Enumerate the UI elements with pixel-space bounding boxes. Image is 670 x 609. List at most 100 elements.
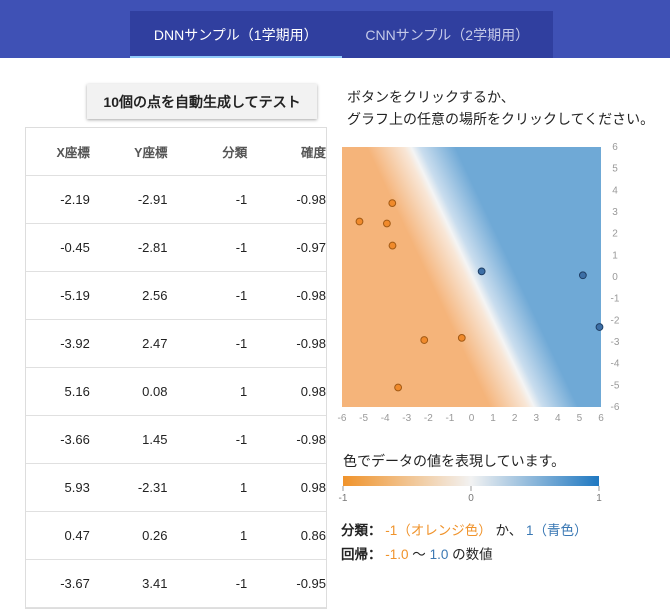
x-tick-label: 4 [555,413,561,424]
regression-label: 回帰： [341,547,382,562]
x-tick-label: 6 [598,413,604,424]
table-row: -3.66 1.45 -1 -0.98 [26,415,326,464]
plot-background[interactable] [342,147,601,407]
x-tick-label: 3 [533,413,539,424]
header-confidence: 確度 [247,128,326,176]
data-point-negative [388,199,397,208]
cell-class: -1 [167,415,248,464]
regression-min-text: -1.0 [385,547,409,562]
cell-class: -1 [167,319,248,368]
cell-class: -1 [167,223,248,272]
tab-cnn-sample[interactable]: CNNサンプル（2学期用） [365,26,530,43]
x-tick-label: 1 [490,413,496,424]
class-negative-text: -1（オレンジ色） [385,523,492,538]
x-tick-label: -6 [338,413,347,424]
cell-x: -3.67 [26,559,90,608]
cell-y: 0.08 [89,367,168,416]
y-tick-label: 0 [612,272,618,283]
cell-y: 1.45 [89,415,168,464]
tab-bar: DNNサンプル（1学期用） CNNサンプル（2学期用） [130,11,553,58]
cell-x: -2.19 [26,175,90,224]
x-tick-label: 0 [469,413,475,424]
cell-x: -3.66 [26,415,90,464]
regression-max-text: 1.0 [429,547,449,562]
table-row: 5.16 0.08 1 0.98 [26,367,326,416]
header-class: 分類 [167,128,248,176]
data-point-negative [457,333,466,342]
instruction-line-1: ボタンをクリックするか、 [347,89,515,105]
color-scale-bar: -1 0 1 [339,476,602,504]
table-row: -0.45 -2.81 -1 -0.97 [26,223,326,272]
legend-text: 色でデータの値を表現しています。 [343,453,566,469]
y-tick-label: -4 [611,359,620,370]
y-tick-label: -5 [611,380,620,391]
y-tick-label: 1 [612,250,618,261]
cell-confidence: 0.98 [247,367,326,416]
y-tick-label: 4 [612,185,618,196]
cell-class: -1 [167,559,248,608]
cell-confidence: -0.95 [247,559,326,608]
x-tick-label: -5 [359,413,368,424]
data-point-negative [382,219,391,228]
cell-confidence: 0.86 [247,511,326,560]
table-row: 0.47 0.26 1 0.86 [26,511,326,560]
cell-y: -2.81 [89,223,168,272]
y-tick-label: -6 [611,402,620,413]
cell-class: -1 [167,271,248,320]
colorbar-label: 1 [596,493,602,504]
header-y: Y座標 [89,128,168,176]
classification-plot[interactable]: -6 -5 -4 -3 -2 -1 0 1 2 3 4 5 6 6 5 4 3 2 1 0 -1 -2 -3 -4 -5 -6 [337,140,627,430]
y-tick-label: 2 [612,229,618,240]
y-tick-label: -3 [611,337,620,348]
x-tick-label: 5 [577,413,583,424]
cell-class: 1 [167,511,248,560]
classification-label: 分類： [341,523,382,538]
classification-description: 分類： -1（オレンジ色） か、 1（青色） [341,519,588,539]
x-tick-label: -3 [402,413,411,424]
cell-confidence: -0.97 [247,223,326,272]
table-row: -5.19 2.56 -1 -0.98 [26,271,326,320]
table-row: -3.67 3.41 -1 -0.95 [26,559,326,608]
cell-confidence: -0.98 [247,271,326,320]
table-row: 5.93 -2.31 1 0.98 [26,463,326,512]
class-positive-text: 1（青色） [526,523,588,538]
data-point-positive [595,323,604,331]
cell-class: -1 [167,175,248,224]
cell-confidence: 0.98 [247,463,326,512]
app-header: DNNサンプル（1学期用） CNNサンプル（2学期用） [0,0,670,58]
cell-y: -2.31 [89,463,168,512]
generate-points-button[interactable]: 10個の点を自動生成してテスト [87,84,317,119]
cell-class: 1 [167,367,248,416]
x-tick-label: 2 [512,413,518,424]
colorbar-label: -1 [339,493,348,504]
data-point-positive [477,267,486,276]
cell-x: -0.45 [26,223,90,272]
regression-suffix-text: の数値 [452,547,493,562]
data-point-negative [388,241,397,250]
cell-x: 5.16 [26,367,90,416]
data-point-positive [578,271,587,280]
cell-confidence: -0.98 [247,415,326,464]
cell-class: 1 [167,463,248,512]
cell-x: 0.47 [26,511,90,560]
y-tick-label: 5 [612,164,618,175]
data-point-negative [420,336,429,344]
header-x: X座標 [26,128,90,176]
cell-x: -5.19 [26,271,90,320]
cell-x: -3.92 [26,319,90,368]
tab-dnn-sample[interactable]: DNNサンプル（1学期用） [130,11,342,58]
x-tick-label: -2 [424,413,433,424]
class-separator-text: か、 [495,523,523,538]
results-table: X座標 Y座標 分類 確度 -2.19 -2.91 -1 -0.98 -0.45 -2.8… [25,127,327,609]
y-tick-label: 6 [612,142,618,153]
regression-description: 回帰： -1.0 〜 1.0 の数値 [341,543,493,563]
instruction-line-2: グラフ上の任意の場所をクリックしてください。 [347,111,655,127]
y-tick-label: 3 [612,207,618,218]
cell-y: 0.26 [89,511,168,560]
cell-confidence: -0.98 [247,319,326,368]
table-header-row: X座標 Y座標 分類 確度 [26,128,326,176]
x-tick-label: -4 [381,413,390,424]
cell-y: -2.91 [89,175,168,224]
cell-y: 2.47 [89,319,168,368]
color-gradient [343,476,599,486]
